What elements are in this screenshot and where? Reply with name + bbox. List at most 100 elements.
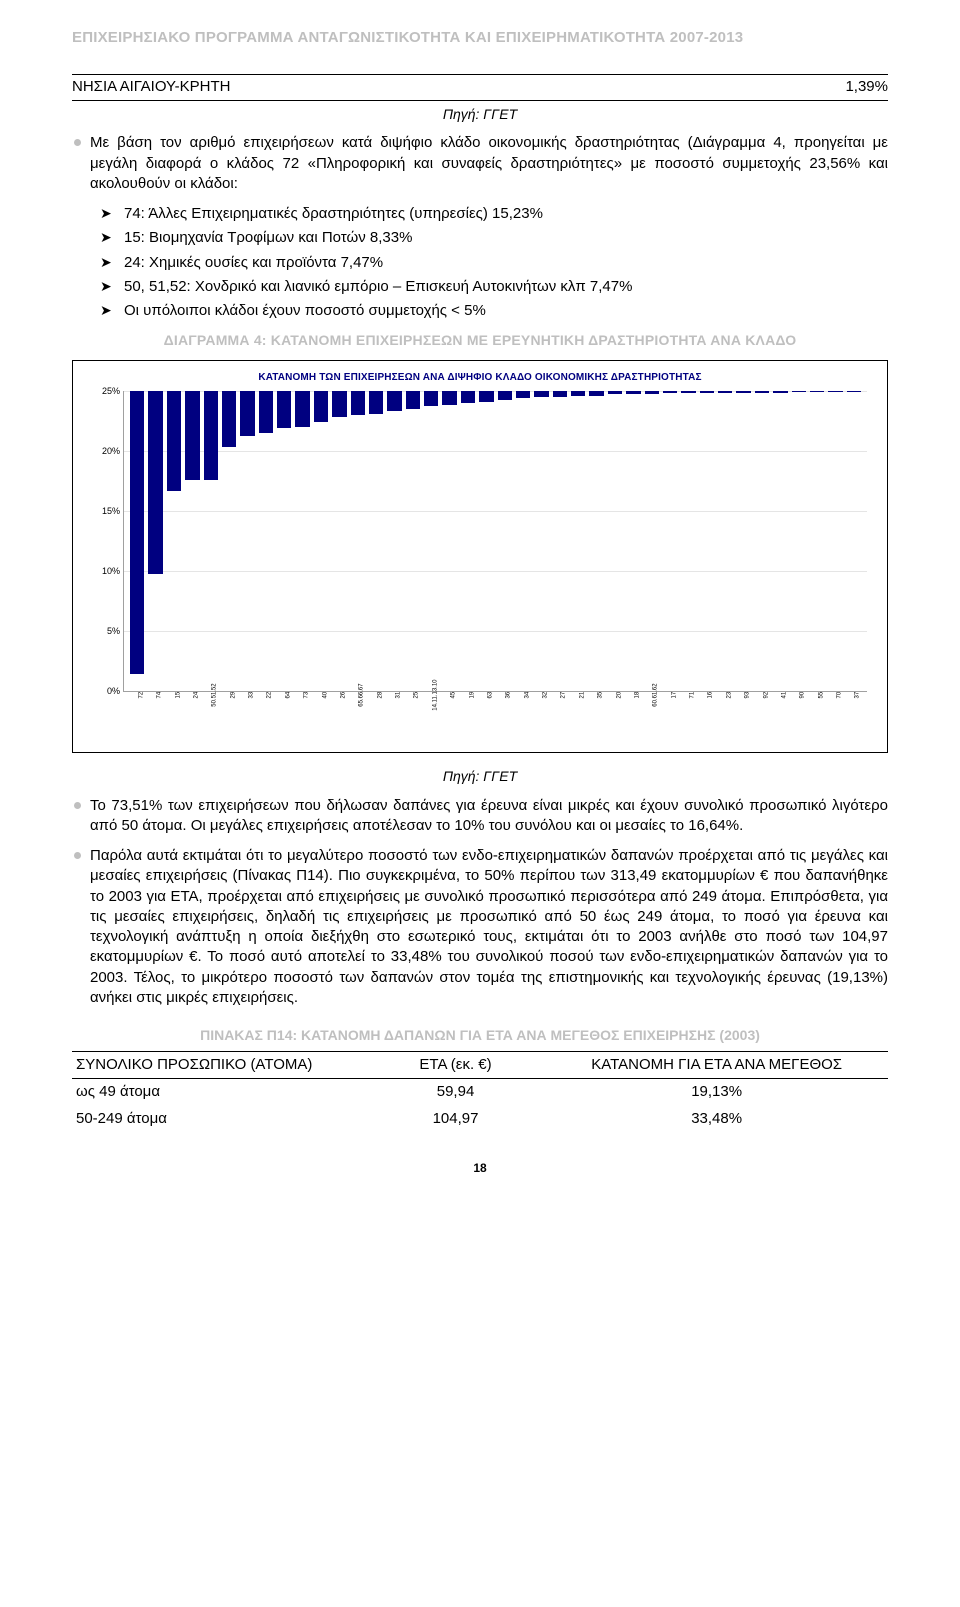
chart-bar-slot: 65.66.67 <box>351 391 365 691</box>
chart-bar-slot: 40 <box>314 391 328 691</box>
chart-bar-slot: 15 <box>167 391 181 691</box>
chart-xlabel: 28 <box>376 691 384 698</box>
chart-bar <box>736 391 750 393</box>
table-cell: ως 49 άτομα <box>72 1079 366 1106</box>
chart-bar-slot: 50.51.52 <box>204 391 218 691</box>
chart-bar-slot: 27 <box>553 391 567 691</box>
chart-xlabel: 35 <box>597 691 605 698</box>
chart-bar <box>589 391 603 396</box>
table-row: 50-249 άτομα 104,97 33,48% <box>72 1106 888 1132</box>
chart-bar-slot: 20 <box>608 391 622 691</box>
chart-bar-slot: 92 <box>755 391 769 691</box>
chart-bar <box>663 391 677 393</box>
chart-bar <box>626 391 640 395</box>
chart-xlabel: 41 <box>780 691 788 698</box>
chart-bar-slot: 60.61.62 <box>645 391 659 691</box>
chart-bar <box>387 391 401 411</box>
chart-bar-slot: 34 <box>516 391 530 691</box>
chart-bar-slot: 93 <box>736 391 750 691</box>
chart-xlabel: 19 <box>468 691 476 698</box>
chart-bar-slot: 21 <box>571 391 585 691</box>
chart-xlabel: 37 <box>854 691 862 698</box>
chart-bar <box>571 391 585 396</box>
chart-bar <box>755 391 769 393</box>
chart-bar <box>314 391 328 422</box>
chart-bar <box>792 391 806 392</box>
table14-heading: ΠΙΝΑΚΑΣ Π14: ΚΑΤΑΝΟΜΗ ΔΑΠΑΝΩΝ ΓΙΑ ΕΤΑ ΑΝ… <box>72 1026 888 1045</box>
chart-xlabel: 24 <box>192 691 200 698</box>
chart-xlabel: 90 <box>799 691 807 698</box>
chart-bar-slot: 32 <box>534 391 548 691</box>
list-item: 24: Χημικές ουσίες και προϊόντα 7,47% <box>100 253 888 273</box>
chart-bar-slot: 25 <box>406 391 420 691</box>
chart-bar-slot: 71 <box>681 391 695 691</box>
chart-xlabel: 18 <box>633 691 641 698</box>
chart-bar-slot: 22 <box>259 391 273 691</box>
chart-title: ΚΑΤΑΝΟΜΗ ΤΩΝ ΕΠΙΧΕΙΡΗΣΕΩΝ ΑΝΑ ΔΙΨΗΦΙΟ ΚΛ… <box>87 371 873 385</box>
chart-xlabel: 14.11.13.10 <box>431 679 439 710</box>
chart-xlabel: 72 <box>137 691 145 698</box>
chart-bar <box>148 391 162 574</box>
chart-plot: 0%5%10%15%20%25%7274152450.51.5229332264… <box>123 391 867 692</box>
chart-bar-slot: 23 <box>718 391 732 691</box>
chart-bar <box>773 391 787 393</box>
chart-bar-slot: 41 <box>773 391 787 691</box>
chart-source: Πηγή: ΓΓΕΤ <box>72 767 888 786</box>
chart-xlabel: 34 <box>523 691 531 698</box>
diagram4-heading: ΔΙΑΓΡΑΜΜΑ 4: ΚΑΤΑΝΟΜΗ ΕΠΙΧΕΙΡΗΣΕΩΝ ΜΕ ΕΡ… <box>72 331 888 350</box>
chart-bar-slot: 64 <box>277 391 291 691</box>
table14-col-2: ΚΑΤΑΝΟΜΗ ΓΙΑ ΕΤΑ ΑΝΑ ΜΕΓΕΘΟΣ <box>545 1052 888 1079</box>
table14: ΣΥΝΟΛΙΚΟ ΠΡΟΣΩΠΙΚΟ (ΑΤΟΜΑ) ΕΤΑ (εκ. €) Κ… <box>72 1051 888 1132</box>
list-item: 50, 51,52: Χονδρικό και λιανικό εμπόριο … <box>100 277 888 297</box>
chart-bar-slot: 72 <box>130 391 144 691</box>
chart-bar <box>369 391 383 414</box>
chart-bar-slot: 35 <box>589 391 603 691</box>
chart-xlabel: 31 <box>394 691 402 698</box>
table-cell: 33,48% <box>545 1106 888 1132</box>
chart-bar-slot: 19 <box>461 391 475 691</box>
series-title: ΕΠΙΧΕΙΡΗΣΙΑΚΟ ΠΡΟΓΡΑΜΜΑ ΑΝΤΑΓΩΝΙΣΤΙΚΟΤΗΤ… <box>72 28 888 48</box>
chart-bar <box>534 391 548 397</box>
chart-xlabel: 36 <box>505 691 513 698</box>
list-item: 15: Βιομηχανία Τροφίμων και Ποτών 8,33% <box>100 228 888 248</box>
chart-bar <box>442 391 456 405</box>
chart-bar-slot: 70 <box>828 391 842 691</box>
chart-xlabel: 21 <box>578 691 586 698</box>
chart-bar-slot: 63 <box>479 391 493 691</box>
chart-bar-slot: 73 <box>295 391 309 691</box>
chart-bar <box>700 391 714 393</box>
table14-col-1: ΕΤΑ (εκ. €) <box>366 1052 546 1079</box>
table-cell: 50-249 άτομα <box>72 1106 366 1132</box>
chart-ytick: 0% <box>90 685 120 697</box>
chart-bar-slot: 36 <box>498 391 512 691</box>
chart-bar-slot: 90 <box>792 391 806 691</box>
chart-bar <box>608 391 622 395</box>
chart-bar-slot: 45 <box>442 391 456 691</box>
chart-bar-slot: 29 <box>222 391 236 691</box>
chart-bar <box>130 391 144 674</box>
chart-xlabel: 22 <box>266 691 274 698</box>
chart-bar-slot: 14.11.13.10 <box>424 391 438 691</box>
chart-bar <box>222 391 236 447</box>
chart-bar-slot: 55 <box>810 391 824 691</box>
chart-xlabel: 29 <box>229 691 237 698</box>
chart-xlabel: 60.61.62 <box>652 683 660 706</box>
chart-bar <box>332 391 346 417</box>
chart-xlabel: 25 <box>413 691 421 698</box>
chart-bar-slot: 18 <box>626 391 640 691</box>
chart-ytick: 25% <box>90 385 120 397</box>
chart-frame: ΚΑΤΑΝΟΜΗ ΤΩΝ ΕΠΙΧΕΙΡΗΣΕΩΝ ΑΝΑ ΔΙΨΗΦΙΟ ΚΛ… <box>72 360 888 753</box>
chart-xlabel: 20 <box>615 691 623 698</box>
chart-bar <box>479 391 493 402</box>
chart-bar-slot: 74 <box>148 391 162 691</box>
table-cell: 59,94 <box>366 1079 546 1106</box>
chart-xlabel: 73 <box>303 691 311 698</box>
chart-xlabel: 65.66.67 <box>358 683 366 706</box>
chart-bar <box>295 391 309 427</box>
chart-bar <box>185 391 199 481</box>
chart-bar <box>516 391 530 398</box>
mini-table-value: 1,39% <box>715 75 888 100</box>
chart-ytick: 10% <box>90 565 120 577</box>
chart-bar <box>259 391 273 433</box>
chart-bar <box>461 391 475 403</box>
